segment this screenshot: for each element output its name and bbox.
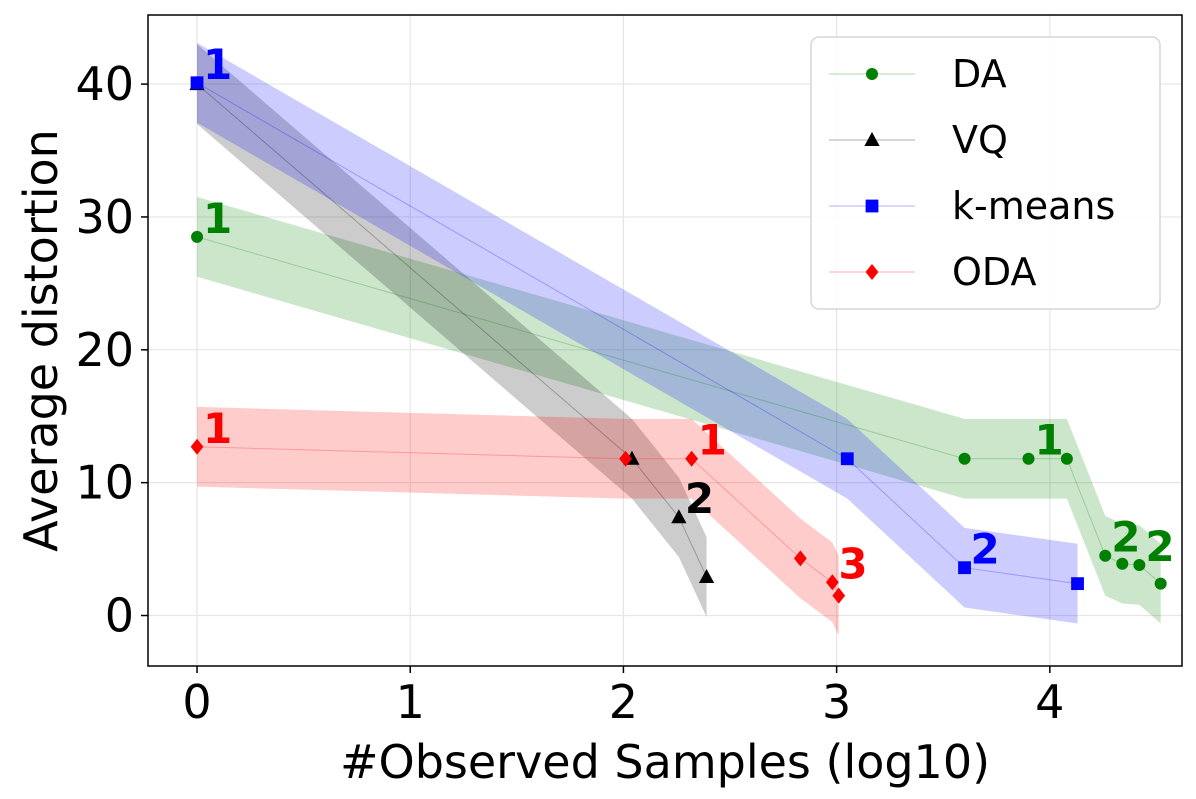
- y-tick-label: 20: [75, 323, 134, 377]
- legend-marker-k-means: [865, 199, 879, 213]
- da-point: [1116, 557, 1129, 570]
- legend-box: [810, 36, 1161, 310]
- oda-annotation: 3: [838, 539, 867, 588]
- da-point: [1133, 559, 1146, 572]
- vq-annotation: 2: [685, 474, 714, 523]
- oda-point: [825, 574, 839, 591]
- y-tick-label: 0: [105, 589, 134, 643]
- oda-point: [832, 587, 846, 604]
- da-annotation: 1: [1034, 416, 1063, 465]
- da-point: [191, 230, 204, 243]
- oda-annotation: 1: [203, 404, 232, 453]
- series-markers: [189, 76, 1167, 604]
- da-annotation: 2: [1111, 513, 1140, 562]
- legend: DA VQ k-means ODA: [810, 36, 1161, 310]
- legend-marker-da: [866, 68, 878, 80]
- legend-label-vq: VQ: [952, 118, 1008, 162]
- legend-label-da: DA: [952, 52, 1007, 96]
- confidence-bands: [197, 42, 1161, 636]
- y-tick-label: 30: [75, 190, 134, 244]
- oda-point: [619, 450, 632, 467]
- vq-band: [197, 44, 707, 617]
- k-means-annotation: 1: [203, 40, 232, 89]
- vq-point: [671, 509, 687, 524]
- da-point: [1060, 452, 1073, 465]
- k-means-point: [958, 561, 971, 575]
- vq-point: [698, 568, 715, 583]
- legend-marker-vq: [864, 132, 880, 146]
- x-axis-label: #Observed Samples (log10): [340, 735, 990, 789]
- legend-marker-oda: [865, 264, 879, 280]
- da-annotation: 2: [1145, 522, 1174, 571]
- plot-frame: [147, 14, 1183, 667]
- oda-point: [190, 438, 204, 455]
- x-tick-label: 0: [182, 675, 211, 729]
- da-point: [1099, 549, 1112, 562]
- y-tick-label: 10: [75, 456, 134, 510]
- k-means-point: [190, 76, 204, 90]
- k-means-line: [196, 82, 1078, 585]
- vq-line: [196, 83, 708, 578]
- k-means-point: [840, 452, 854, 466]
- da-band: [197, 197, 1161, 624]
- da-point: [1022, 452, 1035, 465]
- k-means-band: [197, 42, 1078, 624]
- oda-point: [685, 450, 699, 467]
- k-means-annotation: 2: [971, 525, 1000, 574]
- oda-annotation: 1: [698, 416, 727, 465]
- x-tick-label: 4: [1035, 675, 1064, 729]
- y-axis-label: Average distortion: [14, 129, 68, 552]
- legend-label-oda: ODA: [952, 250, 1037, 294]
- x-tick-label: 3: [822, 675, 851, 729]
- oda-point: [793, 550, 807, 567]
- da-point: [1154, 577, 1167, 590]
- x-tick-label: 2: [609, 675, 638, 729]
- oda-band: [197, 406, 839, 636]
- da-point: [958, 452, 971, 465]
- k-means-point: [1071, 577, 1084, 591]
- legend-label-k-means: k-means: [952, 184, 1115, 228]
- y-tick-label: 40: [75, 57, 134, 111]
- x-tick-label: 1: [396, 675, 425, 729]
- da-annotation: 1: [203, 194, 232, 243]
